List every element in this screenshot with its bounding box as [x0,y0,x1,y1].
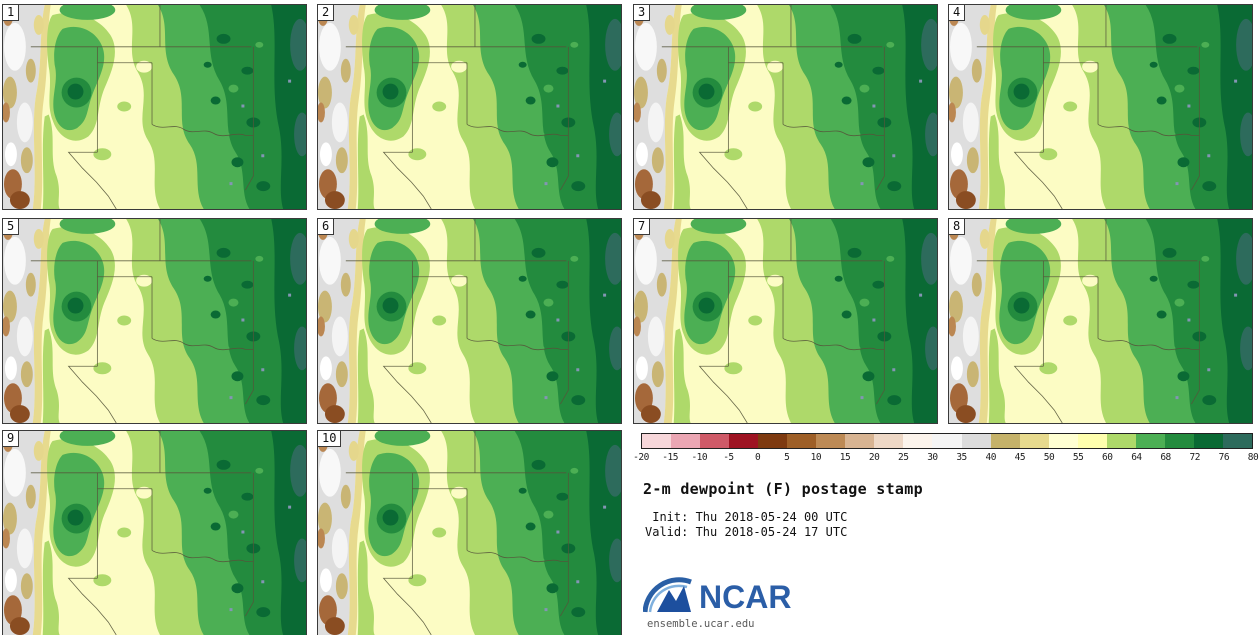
colorbar-segment [1222,434,1252,448]
ensemble-panel-7: 7 [633,218,938,424]
colorbar-tick-label: 35 [956,452,967,463]
ensemble-panel-6: 6 [317,218,622,424]
colorbar-tick-label: 30 [927,452,938,463]
colorbar-segment [1019,434,1049,448]
colorbar-segment [642,434,672,448]
dewpoint-map [318,431,621,635]
colorbar-segment [700,434,730,448]
colorbar-tick-label: 45 [1014,452,1026,463]
colorbar-tick-label: 0 [754,452,761,463]
colorbar-tick-label: 20 [868,452,880,463]
colorbar-segment [816,434,846,448]
colorbar-tick-label: 64 [1131,452,1142,463]
colorbar-tick-label: 40 [985,452,996,463]
colorbar-segment [758,434,788,448]
ensemble-panel-9: 9 [2,430,307,635]
colorbar-segment [1106,434,1136,448]
dewpoint-map [3,219,306,423]
init-time: Init: Thu 2018-05-24 00 UTC [645,510,848,524]
colorbar-tick-label: -5 [723,452,734,463]
colorbar-tick-label: -20 [633,452,649,463]
colorbar-tick-label: 10 [810,452,822,463]
colorbar [641,433,1253,449]
ncar-logo: NCAR [643,572,791,614]
colorbar-segment [1193,434,1223,448]
dewpoint-map [318,5,621,209]
colorbar-tick-label: 50 [1043,452,1055,463]
panel-number: 6 [317,218,335,235]
panel-number: 5 [2,218,20,235]
dewpoint-map [949,219,1252,423]
colorbar-segment [1048,434,1078,448]
colorbar-segment [874,434,904,448]
dewpoint-map [949,5,1252,209]
dewpoint-map [634,219,937,423]
colorbar-segment [932,434,962,448]
panel-number: 2 [317,4,335,21]
colorbar-tick-label: 15 [839,452,851,463]
dewpoint-map [3,431,306,635]
ensemble-panel-5: 5 [2,218,307,424]
colorbar-segment [961,434,991,448]
colorbar-tick-label: -10 [691,452,708,463]
figure-title: 2-m dewpoint (F) postage stamp [643,480,923,498]
colorbar-segment [1077,434,1107,448]
ncar-logo-icon [643,577,692,613]
dewpoint-map [3,5,306,209]
colorbar-tick-label: 5 [784,452,790,463]
colorbar-segment [729,434,759,448]
colorbar-segment [990,434,1020,448]
colorbar-segment [903,434,933,448]
colorbar-tick-label: 72 [1189,452,1200,463]
colorbar-tick-label: 76 [1218,452,1230,463]
colorbar-segment [787,434,817,448]
dewpoint-map [318,219,621,423]
panel-number: 1 [2,4,20,21]
colorbar-segment [1135,434,1165,448]
colorbar-tick-label: -15 [662,452,678,463]
dewpoint-map [634,5,937,209]
ensemble-panel-10: 10 [317,430,622,635]
ncar-logo-text: NCAR [699,579,792,615]
panel-number: 3 [633,4,651,21]
colorbar-ticks: -20 -15 -10 -5 0 5 10 15 20 25 30 35 40 45 50 55 60 64 68 7… [633,452,1259,464]
colorbar-tick-label: 55 [1072,452,1084,463]
colorbar-segment [845,434,875,448]
colorbar-segment [671,434,701,448]
ensemble-panel-2: 2 [317,4,622,210]
colorbar-tick-label: 60 [1102,452,1113,463]
colorbar-segment [1164,434,1194,448]
ensemble-panel-1: 1 [2,4,307,210]
panel-number: 4 [948,4,966,21]
colorbar-tick-label: 68 [1160,452,1171,463]
valid-time: Valid: Thu 2018-05-24 17 UTC [645,525,848,539]
ensemble-panel-3: 3 [633,4,938,210]
panel-number: 10 [317,430,342,447]
panel-number: 7 [633,218,651,235]
colorbar-tick-label: 25 [898,452,909,463]
website-url: ensemble.ucar.edu [647,618,755,630]
ensemble-panel-8: 8 [948,218,1253,424]
panel-number: 9 [2,430,20,447]
panel-number: 8 [948,218,966,235]
colorbar-tick-label: 80 [1247,452,1259,463]
legend-block: -20 -15 -10 -5 0 5 10 15 20 25 30 35 40 45 50 55 60 64 68 7… [633,430,1260,635]
ensemble-panel-4: 4 [948,4,1253,210]
